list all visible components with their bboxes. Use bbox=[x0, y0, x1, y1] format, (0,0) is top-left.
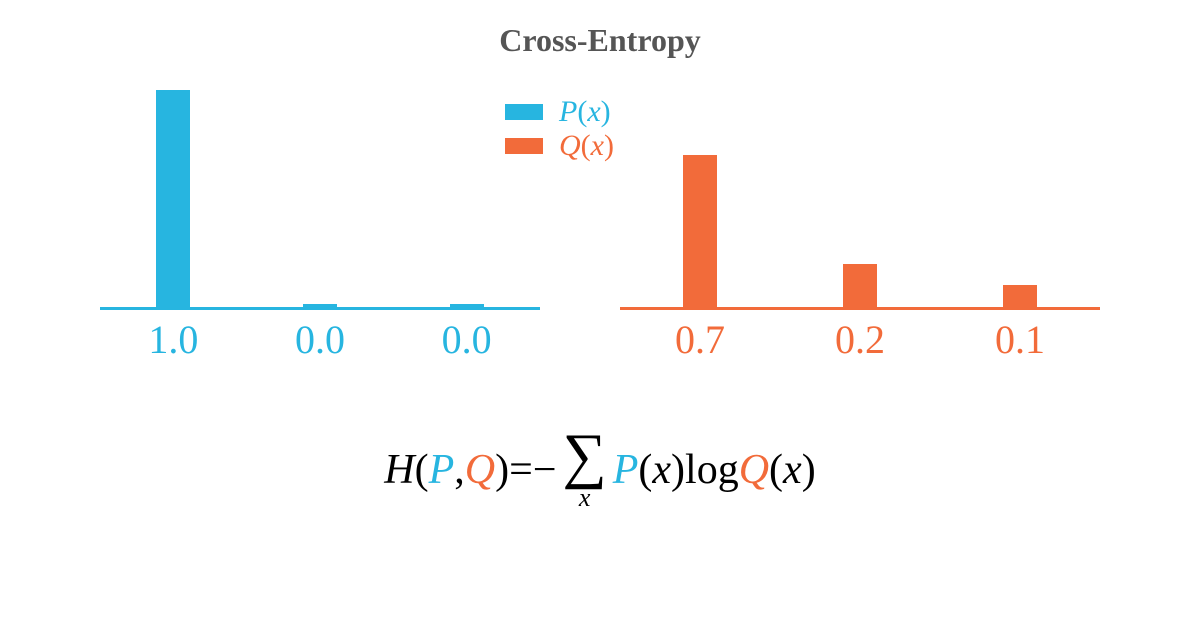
formula-sum-block: ∑ x bbox=[563, 430, 607, 511]
formula-P2: P bbox=[613, 449, 639, 491]
p-chart-plot bbox=[100, 90, 540, 310]
formula-neg: − bbox=[533, 449, 557, 491]
legend-p-fn: P bbox=[559, 95, 577, 128]
formula-Qx-close: ) bbox=[802, 449, 816, 491]
q-bar-slot-1 bbox=[820, 264, 900, 307]
formula-close: ) bbox=[495, 449, 509, 491]
q-xlabel-0: 0.7 bbox=[660, 316, 740, 363]
q-chart-plot bbox=[620, 90, 1100, 310]
q-bar-slot-2 bbox=[980, 285, 1060, 307]
legend-q-fn: Q bbox=[559, 129, 581, 162]
formula-H: H bbox=[384, 449, 414, 491]
formula-comma: , bbox=[454, 449, 465, 491]
formula-Qx-open: ( bbox=[769, 449, 783, 491]
q-chart: 0.7 0.2 0.1 bbox=[620, 90, 1100, 370]
formula-Q: Q bbox=[465, 449, 495, 491]
p-bar-0 bbox=[156, 90, 190, 307]
p-xlabels: 1.0 0.0 0.0 bbox=[100, 316, 540, 363]
q-bar-0 bbox=[683, 155, 717, 307]
p-bar-slot-0 bbox=[133, 90, 213, 307]
formula-Px-x: x bbox=[652, 449, 671, 491]
p-xlabel-0: 1.0 bbox=[133, 316, 213, 363]
q-axis bbox=[620, 307, 1100, 310]
q-bar-1 bbox=[843, 264, 877, 307]
legend-label-q: Q(x) bbox=[559, 129, 614, 163]
formula-Qx-x: x bbox=[783, 449, 802, 491]
p-xlabel-2: 0.0 bbox=[427, 316, 507, 363]
legend-p-arg: x bbox=[587, 95, 600, 128]
q-chart-bars bbox=[620, 90, 1100, 307]
formula-Px-open: ( bbox=[638, 449, 652, 491]
formula-eq: = bbox=[509, 449, 533, 491]
legend-label-p: P(x) bbox=[559, 95, 611, 129]
legend-q-arg: x bbox=[591, 129, 604, 162]
p-xlabel-1: 0.0 bbox=[280, 316, 360, 363]
p-chart-bars bbox=[100, 90, 540, 307]
p-axis bbox=[100, 307, 540, 310]
q-xlabel-1: 0.2 bbox=[820, 316, 900, 363]
formula-log: log bbox=[685, 449, 739, 491]
legend-q-close: ) bbox=[604, 129, 614, 162]
q-bar-slot-0 bbox=[660, 155, 740, 307]
sigma-icon: ∑ bbox=[563, 430, 607, 483]
legend-p-open: ( bbox=[577, 95, 587, 128]
legend-q-open: ( bbox=[581, 129, 591, 162]
q-xlabels: 0.7 0.2 0.1 bbox=[620, 316, 1100, 363]
legend-p-close: ) bbox=[601, 95, 611, 128]
q-xlabel-2: 0.1 bbox=[980, 316, 1060, 363]
formula-P: P bbox=[429, 449, 455, 491]
q-bar-2 bbox=[1003, 285, 1037, 307]
formula-open: ( bbox=[415, 449, 429, 491]
formula-Q2: Q bbox=[739, 449, 769, 491]
formula: H(P, Q) = − ∑ x P(x) log Q(x) bbox=[0, 430, 1200, 511]
formula-sum-sub: x bbox=[579, 485, 591, 511]
p-chart: 1.0 0.0 0.0 bbox=[100, 90, 540, 370]
formula-inner: H(P, Q) = − ∑ x P(x) log Q(x) bbox=[384, 430, 815, 511]
page-title: Cross-Entropy bbox=[0, 22, 1200, 59]
formula-Px-close: ) bbox=[671, 449, 685, 491]
